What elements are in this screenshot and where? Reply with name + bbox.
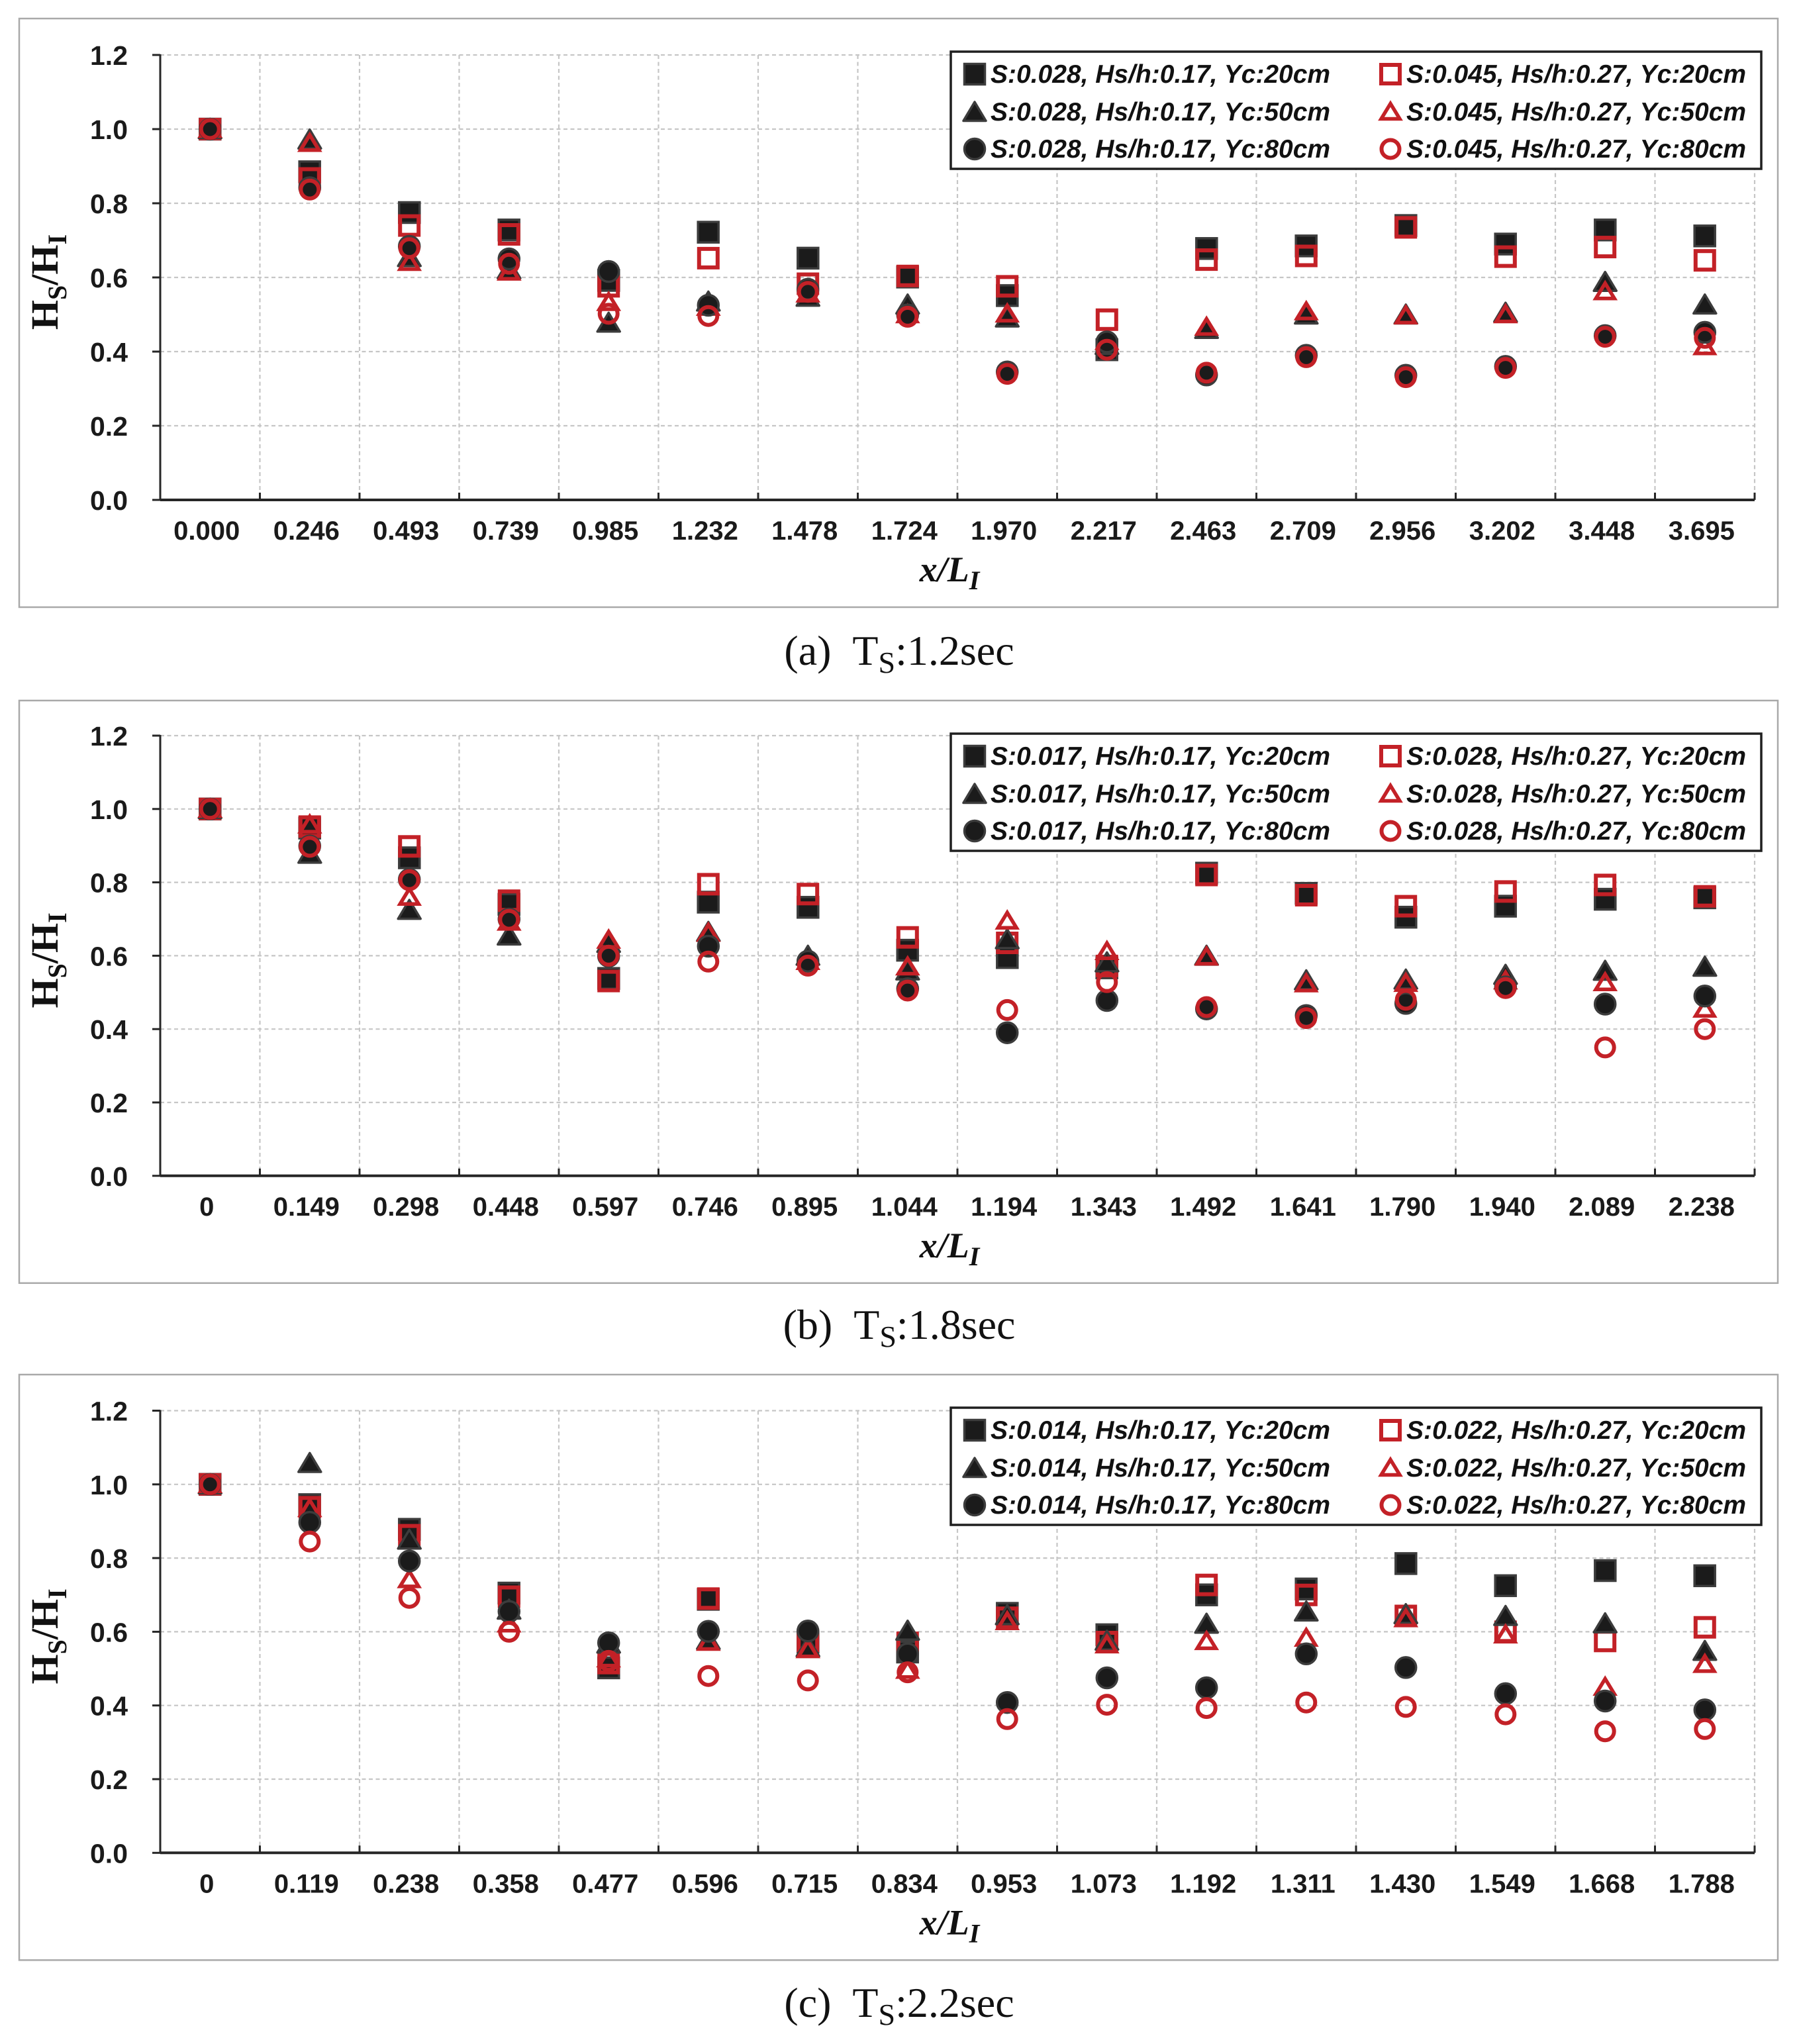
svg-text:S:0.028, Hs/h:0.17, Yc:20cm: S:0.028, Hs/h:0.17, Yc:20cm (991, 60, 1330, 89)
svg-text:0.597: 0.597 (572, 1192, 638, 1222)
svg-text:S:0.028, Hs/h:0.27, Yc:20cm: S:0.028, Hs/h:0.27, Yc:20cm (1406, 742, 1746, 771)
svg-text:0: 0 (199, 1192, 214, 1222)
svg-text:1.0: 1.0 (90, 115, 128, 145)
svg-text:2.238: 2.238 (1669, 1192, 1735, 1222)
svg-text:HS/HI: HS/HI (23, 234, 72, 330)
svg-text:S:0.028, Hs/h:0.17, Yc:80cm: S:0.028, Hs/h:0.17, Yc:80cm (991, 135, 1330, 164)
svg-text:1.0: 1.0 (90, 795, 128, 825)
svg-text:0.2: 0.2 (90, 1765, 128, 1795)
svg-text:1.478: 1.478 (771, 516, 838, 546)
svg-text:1.343: 1.343 (1071, 1192, 1137, 1222)
svg-text:S:0.045, Hs/h:0.27, Yc:80cm: S:0.045, Hs/h:0.27, Yc:80cm (1406, 135, 1746, 164)
svg-text:S:0.045, Hs/h:0.27, Yc:50cm: S:0.045, Hs/h:0.27, Yc:50cm (1406, 98, 1746, 126)
svg-text:1.232: 1.232 (672, 516, 738, 546)
svg-text:(a) TS:1.2sec: (a) TS:1.2sec (784, 627, 1014, 679)
svg-text:0: 0 (199, 1869, 214, 1898)
svg-text:3.202: 3.202 (1469, 516, 1535, 546)
svg-text:2.217: 2.217 (1071, 516, 1137, 546)
svg-text:0.493: 0.493 (373, 516, 439, 546)
svg-text:0.6: 0.6 (90, 1617, 128, 1647)
svg-text:0.477: 0.477 (572, 1869, 638, 1898)
svg-text:2.089: 2.089 (1569, 1192, 1635, 1222)
svg-text:S:0.022, Hs/h:0.27, Yc:50cm: S:0.022, Hs/h:0.27, Yc:50cm (1406, 1454, 1746, 1483)
svg-text:0.0: 0.0 (90, 1161, 128, 1192)
svg-text:0.0: 0.0 (90, 485, 128, 516)
svg-text:0.000: 0.000 (173, 516, 240, 546)
svg-text:3.695: 3.695 (1669, 516, 1735, 546)
svg-text:1.044: 1.044 (871, 1192, 938, 1222)
svg-text:0.448: 0.448 (473, 1192, 539, 1222)
svg-text:S:0.017, Hs/h:0.17, Yc:20cm: S:0.017, Hs/h:0.17, Yc:20cm (991, 742, 1330, 771)
svg-text:0.246: 0.246 (273, 516, 340, 546)
svg-text:0.953: 0.953 (971, 1869, 1037, 1898)
svg-text:S:0.045, Hs/h:0.27, Yc:20cm: S:0.045, Hs/h:0.27, Yc:20cm (1406, 60, 1746, 89)
svg-text:S:0.028, Hs/h:0.27, Yc:80cm: S:0.028, Hs/h:0.27, Yc:80cm (1406, 817, 1746, 846)
svg-text:1.192: 1.192 (1170, 1869, 1236, 1898)
svg-text:0.4: 0.4 (90, 1691, 128, 1722)
svg-text:1.790: 1.790 (1369, 1192, 1435, 1222)
svg-text:0.6: 0.6 (90, 941, 128, 971)
svg-text:0.149: 0.149 (273, 1192, 340, 1222)
svg-text:1.668: 1.668 (1569, 1869, 1635, 1898)
svg-text:1.970: 1.970 (971, 516, 1037, 546)
svg-text:0.895: 0.895 (771, 1192, 838, 1222)
svg-text:0.2: 0.2 (90, 1088, 128, 1118)
svg-text:S:0.022, Hs/h:0.27, Yc:80cm: S:0.022, Hs/h:0.27, Yc:80cm (1406, 1491, 1746, 1520)
svg-text:1.940: 1.940 (1469, 1192, 1535, 1222)
svg-text:0.834: 0.834 (871, 1869, 938, 1898)
svg-text:1.311: 1.311 (1271, 1869, 1336, 1898)
svg-text:0.298: 0.298 (373, 1192, 439, 1222)
svg-text:0.238: 0.238 (373, 1869, 439, 1898)
svg-text:2.956: 2.956 (1369, 516, 1435, 546)
svg-text:0.8: 0.8 (90, 868, 128, 899)
svg-text:0.596: 0.596 (672, 1869, 738, 1898)
svg-text:S:0.028, Hs/h:0.27, Yc:50cm: S:0.028, Hs/h:0.27, Yc:50cm (1406, 780, 1746, 808)
svg-text:1.2: 1.2 (90, 1396, 128, 1427)
svg-text:1.641: 1.641 (1270, 1192, 1336, 1222)
svg-text:1.724: 1.724 (871, 516, 938, 546)
svg-text:1.430: 1.430 (1369, 1869, 1435, 1898)
svg-text:0.739: 0.739 (473, 516, 539, 546)
svg-text:1.2: 1.2 (90, 721, 128, 752)
svg-text:1.194: 1.194 (971, 1192, 1038, 1222)
svg-text:2.709: 2.709 (1270, 516, 1336, 546)
svg-text:0.4: 0.4 (90, 1014, 128, 1045)
svg-text:1.549: 1.549 (1469, 1869, 1535, 1898)
svg-text:S:0.028, Hs/h:0.17, Yc:50cm: S:0.028, Hs/h:0.17, Yc:50cm (991, 98, 1330, 126)
svg-text:1.073: 1.073 (1071, 1869, 1137, 1898)
svg-text:S:0.014, Hs/h:0.17, Yc:20cm: S:0.014, Hs/h:0.17, Yc:20cm (991, 1416, 1330, 1445)
svg-text:S:0.017, Hs/h:0.17, Yc:50cm: S:0.017, Hs/h:0.17, Yc:50cm (991, 780, 1330, 808)
svg-text:S:0.014, Hs/h:0.17, Yc:80cm: S:0.014, Hs/h:0.17, Yc:80cm (991, 1491, 1330, 1520)
svg-text:0.358: 0.358 (473, 1869, 539, 1898)
svg-text:HS/HI: HS/HI (23, 912, 72, 1008)
svg-text:3.448: 3.448 (1569, 516, 1635, 546)
svg-text:2.463: 2.463 (1170, 516, 1236, 546)
svg-text:S:0.014, Hs/h:0.17, Yc:50cm: S:0.014, Hs/h:0.17, Yc:50cm (991, 1454, 1330, 1483)
svg-text:1.2: 1.2 (90, 40, 128, 71)
svg-text:0.715: 0.715 (771, 1869, 838, 1898)
svg-text:1.0: 1.0 (90, 1470, 128, 1500)
svg-text:(b) TS:1.8sec: (b) TS:1.8sec (783, 1301, 1016, 1353)
svg-text:1.788: 1.788 (1669, 1869, 1735, 1898)
svg-text:S:0.022, Hs/h:0.27, Yc:20cm: S:0.022, Hs/h:0.27, Yc:20cm (1406, 1416, 1746, 1445)
svg-text:0.8: 0.8 (90, 189, 128, 219)
svg-text:1.492: 1.492 (1170, 1192, 1236, 1222)
svg-text:0.8: 0.8 (90, 1543, 128, 1574)
svg-text:HS/HI: HS/HI (23, 1588, 72, 1684)
svg-text:0.985: 0.985 (572, 516, 638, 546)
svg-text:0.6: 0.6 (90, 263, 128, 293)
svg-text:0.4: 0.4 (90, 337, 128, 367)
svg-text:0.746: 0.746 (672, 1192, 738, 1222)
svg-text:(c) TS:2.2sec: (c) TS:2.2sec (784, 1979, 1014, 2031)
svg-text:0.0: 0.0 (90, 1838, 128, 1869)
svg-text:S:0.017, Hs/h:0.17, Yc:80cm: S:0.017, Hs/h:0.17, Yc:80cm (991, 817, 1330, 846)
svg-text:0.2: 0.2 (90, 411, 128, 442)
svg-text:0.119: 0.119 (274, 1869, 339, 1898)
